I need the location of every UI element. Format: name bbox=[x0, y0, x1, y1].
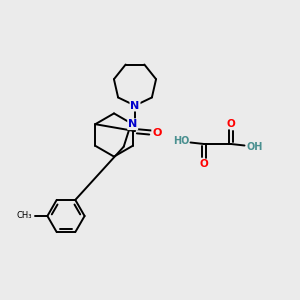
Text: O: O bbox=[152, 128, 162, 138]
Text: O: O bbox=[226, 118, 236, 129]
Text: HO: HO bbox=[172, 136, 189, 146]
Text: OH: OH bbox=[246, 142, 262, 152]
Text: CH₃: CH₃ bbox=[17, 211, 32, 220]
Text: N: N bbox=[128, 119, 137, 129]
Text: N: N bbox=[130, 100, 140, 111]
Text: O: O bbox=[200, 159, 208, 170]
